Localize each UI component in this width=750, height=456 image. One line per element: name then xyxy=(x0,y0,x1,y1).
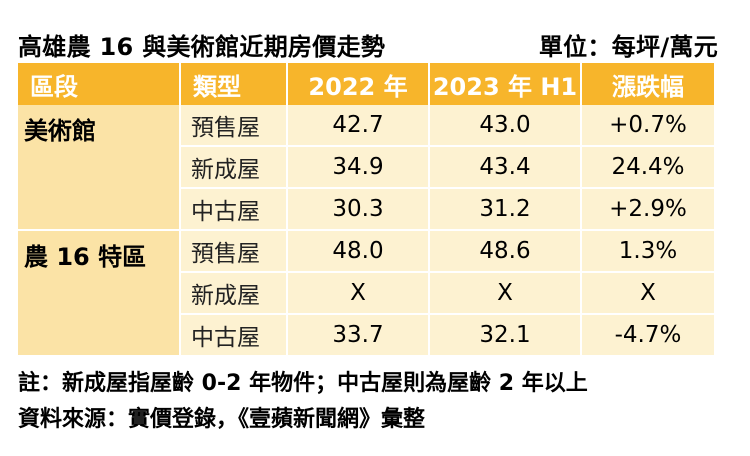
value-2023-cell: 48.6 xyxy=(429,230,582,273)
value-2022-cell: X xyxy=(287,272,430,315)
value-2022-cell: 33.7 xyxy=(287,314,430,357)
table-row: 新成屋 34.9 43.4 24.4% xyxy=(18,146,714,189)
table-header-row: 區段 類型 2022 年 2023 年 H1 漲跌幅 xyxy=(18,63,714,105)
area-cell: 美術館 xyxy=(18,105,181,231)
change-cell: X xyxy=(581,272,714,315)
value-2023-cell: 43.0 xyxy=(429,105,582,147)
header-change: 漲跌幅 xyxy=(581,63,714,105)
type-cell: 新成屋 xyxy=(180,146,288,189)
note-source: 資料來源：實價登錄，《壹蘋新聞網》彙整 xyxy=(18,407,426,432)
table-row: 美術館 預售屋 42.7 43.0 +0.7% xyxy=(18,105,714,231)
value-2023-cell: 32.1 xyxy=(429,314,582,357)
type-cell: 新成屋 xyxy=(180,272,288,315)
value-2022-cell: 34.9 xyxy=(287,146,430,189)
type-cell: 預售屋 xyxy=(180,105,288,147)
title-row: 高雄農 16 與美術館近期房價走勢 單位：每坪/萬元 xyxy=(18,28,718,61)
change-cell: +0.7% xyxy=(581,105,714,147)
change-cell: -4.7% xyxy=(581,314,714,357)
table-row: 中古屋 33.7 32.1 -4.7% xyxy=(18,314,714,357)
table-row: 新成屋 X X X xyxy=(18,272,714,315)
price-table: 區段 類型 2022 年 2023 年 H1 漲跌幅 美術館 預售屋 42.7 … xyxy=(18,63,714,357)
type-cell: 預售屋 xyxy=(180,230,288,273)
area-cell: 農 16 特區 xyxy=(18,230,181,357)
change-cell: +2.9% xyxy=(581,188,714,231)
type-cell: 中古屋 xyxy=(180,314,288,357)
notes-block: 註：新成屋指屋齡 0-2 年物件；中古屋則為屋齡 2 年以上 資料來源：實價登錄… xyxy=(18,366,738,438)
figure-title: 高雄農 16 與美術館近期房價走勢 xyxy=(18,32,386,61)
header-2023-h1: 2023 年 H1 xyxy=(429,63,582,105)
header-type: 類型 xyxy=(180,63,288,105)
change-cell: 24.4% xyxy=(581,146,714,189)
table-row: 中古屋 30.3 31.2 +2.9% xyxy=(18,188,714,231)
change-cell: 1.3% xyxy=(581,230,714,273)
table-row: 農 16 特區 預售屋 48.0 48.6 1.3% xyxy=(18,230,714,357)
value-2023-cell: 43.4 xyxy=(429,146,582,189)
note-definition: 註：新成屋指屋齡 0-2 年物件；中古屋則為屋齡 2 年以上 xyxy=(18,371,588,396)
value-2023-cell: X xyxy=(429,272,582,315)
type-cell: 中古屋 xyxy=(180,188,288,231)
value-2022-cell: 48.0 xyxy=(287,230,430,273)
value-2023-cell: 31.2 xyxy=(429,188,582,231)
header-area: 區段 xyxy=(18,63,181,105)
unit-label: 單位：每坪/萬元 xyxy=(538,32,718,61)
value-2022-cell: 30.3 xyxy=(287,188,430,231)
header-2022: 2022 年 xyxy=(287,63,430,105)
value-2022-cell: 42.7 xyxy=(287,105,430,147)
